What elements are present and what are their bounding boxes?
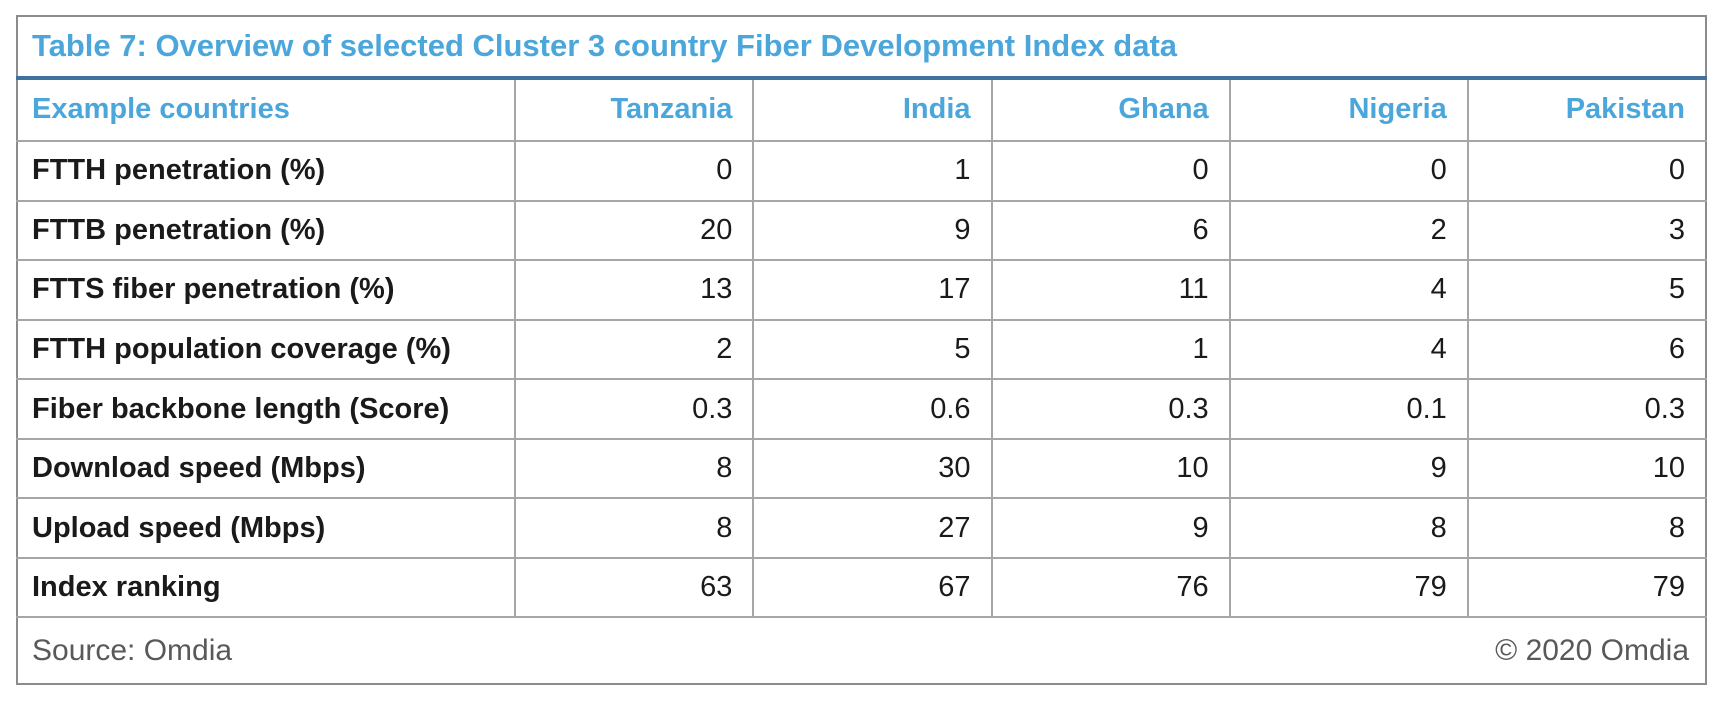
value-cell: 8 (1228, 497, 1469, 559)
row-label: FTTH population coverage (%) (17, 318, 517, 381)
row-label: Index ranking (17, 556, 517, 619)
table-row-upload-speed: Upload speed (Mbps) 8 27 9 8 8 (17, 497, 1706, 559)
row-label: FTTH penetration (%) (17, 140, 517, 202)
table-row-index-ranking: Index ranking 63 67 76 79 79 (17, 556, 1706, 619)
value-cell: 76 (990, 556, 1231, 619)
header-row: Example countries Tanzania India Ghana N… (17, 77, 1706, 143)
value-cell: 2 (1228, 199, 1469, 262)
row-label: FTTS fiber penetration (%) (17, 259, 517, 321)
value-cell: 3 (1466, 199, 1706, 262)
value-cell: 79 (1466, 556, 1706, 619)
table-row-fttb-penetration: FTTB penetration (%) 20 9 6 2 3 (17, 199, 1706, 262)
value-cell: 0 (1228, 140, 1469, 202)
table-row-fiber-backbone-length: Fiber backbone length (Score) 0.3 0.6 0.… (17, 378, 1706, 440)
column-header-tanzania: Tanzania (514, 77, 755, 143)
value-cell: 67 (752, 556, 993, 619)
value-cell: 8 (514, 437, 755, 500)
value-cell: 9 (1228, 437, 1469, 500)
value-cell: 63 (514, 556, 755, 619)
table-row-ftts-fiber-penetration: FTTS fiber penetration (%) 13 17 11 4 5 (17, 259, 1706, 321)
value-cell: 10 (990, 437, 1231, 500)
copyright-text: © 2020 Omdia (1495, 633, 1689, 667)
value-cell: 79 (1228, 556, 1469, 619)
value-cell: 20 (514, 199, 755, 262)
value-cell: 5 (752, 318, 993, 381)
footer-row: Source: Omdia © 2020 Omdia (17, 616, 1706, 684)
column-header-example-countries: Example countries (17, 77, 517, 143)
value-cell: 9 (990, 497, 1231, 559)
value-cell: 8 (1466, 497, 1706, 559)
value-cell: 1 (752, 140, 993, 202)
value-cell: 13 (514, 259, 755, 321)
value-cell: 27 (752, 497, 993, 559)
row-label: Download speed (Mbps) (17, 437, 517, 500)
value-cell: 0.1 (1228, 378, 1469, 440)
table-row-download-speed: Download speed (Mbps) 8 30 10 9 10 (17, 437, 1706, 500)
table-footer: Source: Omdia © 2020 Omdia (17, 616, 1706, 684)
row-label: FTTB penetration (%) (17, 199, 517, 262)
value-cell: 0.3 (514, 378, 755, 440)
source-text: Source: Omdia (32, 633, 233, 667)
value-cell: 11 (990, 259, 1231, 321)
value-cell: 2 (514, 318, 755, 381)
value-cell: 0 (990, 140, 1231, 202)
value-cell: 0 (514, 140, 755, 202)
table-row-ftth-penetration: FTTH penetration (%) 0 1 0 0 0 (17, 140, 1706, 202)
footer-content: Source: Omdia © 2020 Omdia (18, 634, 1705, 668)
value-cell: 30 (752, 437, 993, 500)
row-label: Upload speed (Mbps) (17, 497, 517, 559)
column-header-india: India (752, 77, 993, 143)
value-cell: 5 (1466, 259, 1706, 321)
title-row: Table 7: Overview of selected Cluster 3 … (17, 16, 1706, 80)
value-cell: 10 (1466, 437, 1706, 500)
table-row-ftth-population-coverage: FTTH population coverage (%) 2 5 1 4 6 (17, 318, 1706, 381)
value-cell: 4 (1228, 259, 1469, 321)
value-cell: 4 (1228, 318, 1469, 381)
value-cell: 6 (1466, 318, 1706, 381)
table-title: Table 7: Overview of selected Cluster 3 … (17, 16, 1706, 80)
value-cell: 6 (990, 199, 1231, 262)
column-header-pakistan: Pakistan (1466, 77, 1706, 143)
fiber-development-index-table: Table 7: Overview of selected Cluster 3 … (16, 15, 1707, 685)
value-cell: 0.3 (1466, 378, 1706, 440)
column-header-nigeria: Nigeria (1228, 77, 1469, 143)
row-label: Fiber backbone length (Score) (17, 378, 517, 440)
value-cell: 1 (990, 318, 1231, 381)
value-cell: 0.6 (752, 378, 993, 440)
value-cell: 8 (514, 497, 755, 559)
value-cell: 0 (1466, 140, 1706, 202)
value-cell: 0.3 (990, 378, 1231, 440)
column-header-ghana: Ghana (990, 77, 1231, 143)
value-cell: 17 (752, 259, 993, 321)
value-cell: 9 (752, 199, 993, 262)
